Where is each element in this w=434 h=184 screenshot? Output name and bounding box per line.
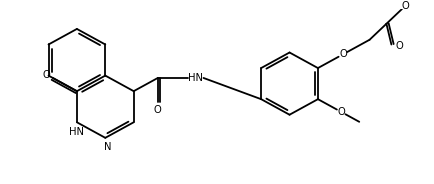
Text: O: O [401, 1, 408, 11]
Text: O: O [395, 41, 402, 51]
Text: N: N [103, 142, 111, 152]
Text: O: O [43, 70, 50, 80]
Text: HN: HN [187, 73, 203, 83]
Text: O: O [154, 105, 161, 115]
Text: O: O [336, 107, 344, 117]
Text: O: O [338, 49, 346, 59]
Text: HN: HN [69, 127, 84, 137]
